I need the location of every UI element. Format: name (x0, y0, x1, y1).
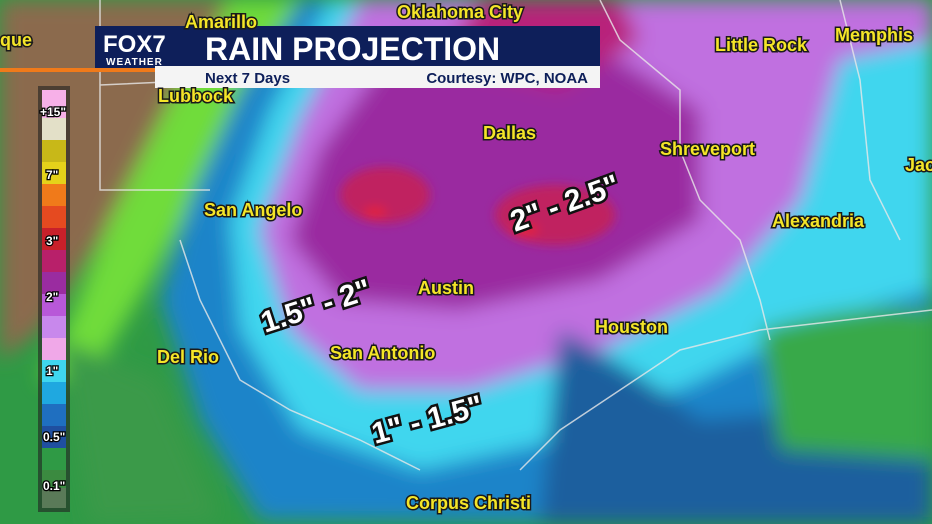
city-label: Austin (418, 278, 474, 298)
accent-line (0, 68, 160, 72)
city-label: Little Rock (715, 35, 808, 55)
city-label: Amarillo (185, 12, 257, 32)
rain-core (340, 167, 615, 245)
city-label: Del Rio (157, 347, 219, 367)
city-label: Corpus Christi (406, 493, 531, 513)
subtitle: Next 7 Days (205, 70, 290, 87)
logo-sub: WEATHER (106, 57, 163, 68)
legend-label: 7" (46, 168, 58, 182)
legend-label: 3" (46, 234, 58, 248)
city-label: San Antonio (330, 343, 435, 363)
city-label: Oklahoma City (397, 2, 523, 22)
city-label: San Angelo (204, 200, 302, 220)
city-label: Memphis (835, 25, 913, 45)
city-label: Shreveport (660, 139, 755, 159)
legend-label: 0.1" (43, 479, 65, 493)
legend-label: 1" (46, 364, 58, 378)
city-label: Jac (905, 155, 932, 175)
legend-label: +15" (40, 105, 66, 119)
city-label: Houston (595, 317, 668, 337)
title-bar (95, 26, 600, 68)
legend (38, 86, 70, 512)
title: RAIN PROJECTION (205, 31, 500, 67)
city-label: Dallas (483, 123, 536, 143)
subtitle-bar (155, 66, 600, 88)
city-label: Lubbock (158, 86, 234, 106)
logo: FOX7 (103, 31, 166, 58)
credit: Courtesy: WPC, NOAA (426, 70, 588, 87)
city-label: Alexandria (772, 211, 865, 231)
legend-label: 2" (46, 290, 58, 304)
legend-label: 0.5" (43, 430, 65, 444)
city-label: que (0, 30, 32, 50)
